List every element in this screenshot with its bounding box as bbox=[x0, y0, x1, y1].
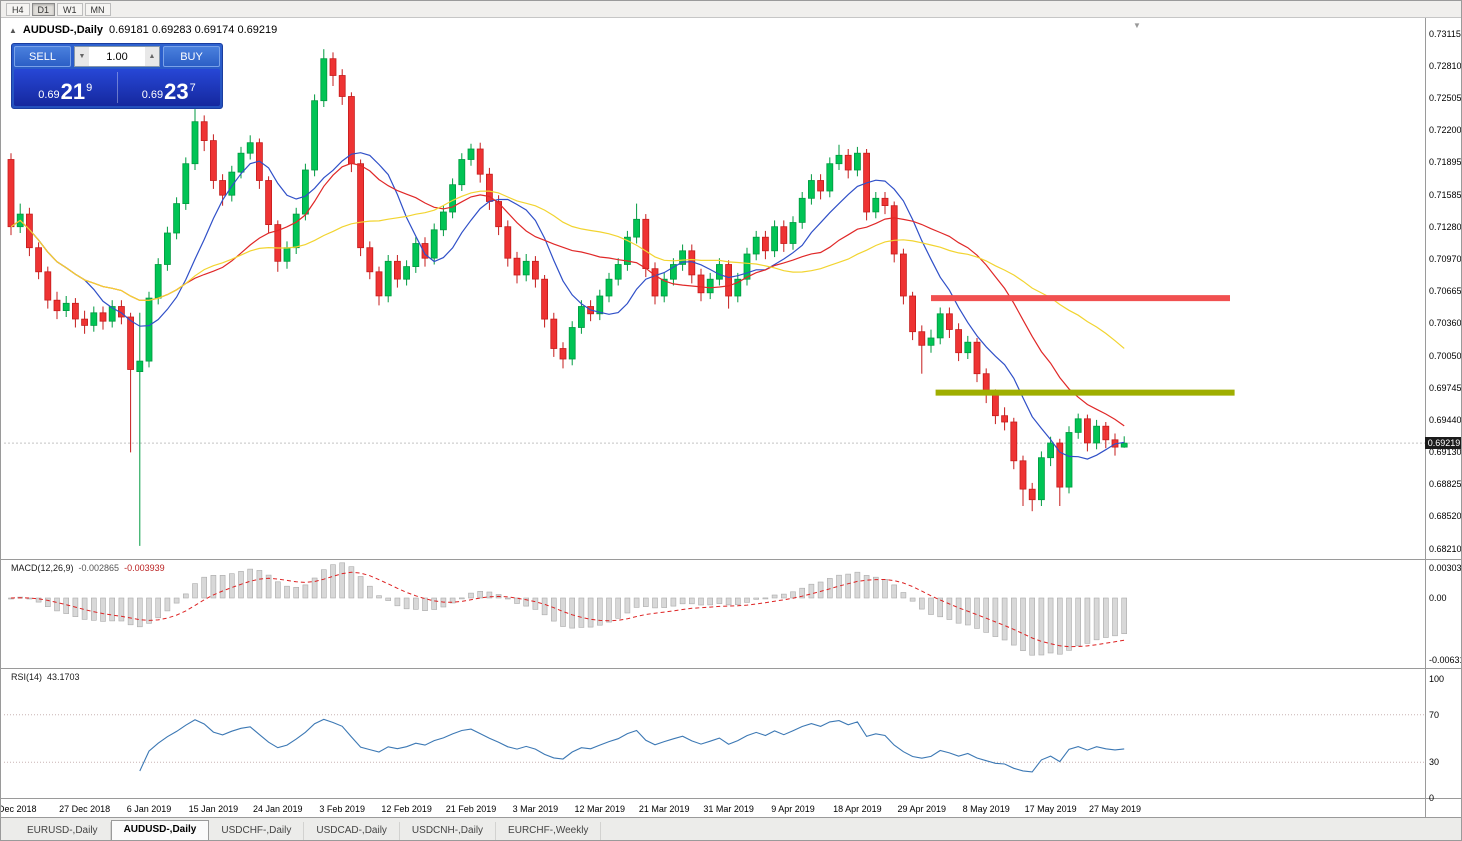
price-axis-label: 0.69130 bbox=[1429, 447, 1462, 458]
date-axis-label: 9 Apr 2019 bbox=[771, 804, 815, 814]
date-axis-label: 21 Mar 2019 bbox=[638, 804, 690, 814]
candles bbox=[7, 49, 1128, 546]
rsi-name: RSI(14) bbox=[11, 672, 43, 682]
timeframe-button-mn[interactable]: MN bbox=[84, 2, 111, 16]
buy-price-pipette: 7 bbox=[189, 82, 196, 94]
buy-button[interactable]: BUY bbox=[163, 46, 220, 67]
chart-tab-bar: EURUSD-,Daily AUDUSD-,Daily USDCHF-,Daily U… bbox=[1, 817, 1461, 840]
macd-main-value: -0.002865 bbox=[78, 563, 120, 573]
chart-tab-usdcad[interactable]: USDCAD-,Daily bbox=[304, 822, 400, 840]
chart-tab-usdcnh[interactable]: USDCNH-,Daily bbox=[400, 822, 497, 840]
buy-price-prefix: 0.69 bbox=[141, 89, 164, 101]
buy-price-big: 23 bbox=[164, 79, 189, 104]
one-click-trading-panel: SELL ▼ 1.00 ▲ BUY 0.69 21 9 0.69 23 7 bbox=[11, 43, 223, 109]
macd-name: MACD(12,26,9) bbox=[11, 563, 74, 573]
date-axis-label: 15 Jan 2019 bbox=[188, 804, 239, 814]
price-axis-label: 0.68825 bbox=[1429, 479, 1462, 490]
date-axis-label: 6 Jan 2019 bbox=[126, 804, 172, 814]
rsi-axis-label: 0 bbox=[1429, 793, 1435, 803]
date-axis-label: 29 Apr 2019 bbox=[897, 804, 947, 814]
volume-value[interactable]: 1.00 bbox=[106, 50, 128, 63]
price-axis-label: 0.72200 bbox=[1429, 125, 1462, 136]
volume-decrease-icon[interactable]: ▼ bbox=[75, 47, 89, 66]
rsi-axis-label: 100 bbox=[1429, 674, 1445, 684]
date-axis-label: 27 Dec 2018 bbox=[59, 804, 111, 814]
sell-button[interactable]: SELL bbox=[14, 46, 71, 67]
price-axis-label: 0.69745 bbox=[1429, 382, 1462, 393]
buy-price[interactable]: 0.69 23 7 bbox=[118, 69, 221, 106]
date-axis-label: 27 May 2019 bbox=[1088, 804, 1142, 814]
sell-price-prefix: 0.69 bbox=[38, 89, 60, 101]
price-axis-label: 0.71280 bbox=[1429, 221, 1462, 232]
rsi-line bbox=[139, 718, 1125, 773]
macd-label: MACD(12,26,9) -0.002865 -0.003939 bbox=[11, 563, 165, 573]
date-axis-label: 17 May 2019 bbox=[1024, 804, 1077, 814]
price-axis-label: 0.70665 bbox=[1429, 286, 1462, 297]
sell-price-pipette: 9 bbox=[86, 82, 93, 94]
price-axis-label: 0.71585 bbox=[1429, 189, 1462, 200]
rsi-label: RSI(14) 43.1703 bbox=[11, 672, 80, 682]
ma-medium-line bbox=[10, 162, 1125, 427]
timeframe-toolbar: H4 D1 W1 MN bbox=[1, 1, 1461, 18]
timeframe-button-d1[interactable]: D1 bbox=[31, 2, 56, 16]
chart-title: ▲ AUDUSD-,Daily 0.69181 0.69283 0.69174 … bbox=[9, 24, 277, 36]
rsi-axis-label: 70 bbox=[1429, 709, 1440, 720]
rsi-axis-label: 30 bbox=[1429, 757, 1440, 768]
date-axis-label: 31 Mar 2019 bbox=[703, 804, 754, 814]
price-axis-label: 0.70050 bbox=[1429, 350, 1462, 361]
chart-shift-marker-icon[interactable]: ▼ bbox=[1133, 21, 1141, 30]
date-axis-label: 18 Dec 2018 bbox=[1, 804, 37, 814]
ohlc-values: 0.69181 0.69283 0.69174 0.69219 bbox=[109, 24, 278, 36]
ma-fast-line bbox=[10, 152, 1125, 460]
date-axis-label: 8 May 2019 bbox=[962, 804, 1010, 814]
macd-axis-label: 0.00 bbox=[1429, 593, 1447, 603]
date-axis-label: 3 Mar 2019 bbox=[512, 804, 559, 814]
price-axis-label: 0.70970 bbox=[1429, 254, 1462, 265]
macd-axis-label: 0.003035 bbox=[1429, 563, 1462, 573]
macd-signal-line bbox=[10, 571, 1125, 648]
chart-tab-usdchf[interactable]: USDCHF-,Daily bbox=[209, 822, 305, 840]
chart-tab-eurusd[interactable]: EURUSD-,Daily bbox=[15, 822, 111, 840]
chart-tab-eurchf[interactable]: EURCHF-,Weekly bbox=[496, 822, 602, 840]
price-axis[interactable]: 0.73115 0.72810 0.72505 0.72200 0.71895 0.715… bbox=[1426, 18, 1462, 817]
macd-signal-value: -0.003939 bbox=[124, 563, 165, 573]
price-axis-label: 0.73115 bbox=[1429, 29, 1461, 39]
sell-price[interactable]: 0.69 21 9 bbox=[14, 69, 117, 106]
timeframe-button-h4[interactable]: H4 bbox=[6, 2, 30, 16]
symbol-label: AUDUSD-,Daily bbox=[22, 24, 103, 36]
one-click-collapse-icon[interactable]: ▲ bbox=[9, 25, 17, 35]
ma-slow-line bbox=[10, 190, 1125, 349]
timeframe-button-w1[interactable]: W1 bbox=[57, 2, 83, 16]
price-axis-label: 0.72810 bbox=[1429, 61, 1462, 72]
price-divider bbox=[116, 72, 118, 103]
date-axis-label: 3 Feb 2019 bbox=[319, 804, 365, 814]
date-axis[interactable]: 18 Dec 2018 27 Dec 2018 6 Jan 2019 15 Jan 2… bbox=[1, 800, 1425, 818]
price-axis-label: 0.72505 bbox=[1429, 93, 1462, 104]
rsi-value: 43.1703 bbox=[47, 672, 80, 682]
date-axis-label: 18 Apr 2019 bbox=[833, 804, 882, 814]
volume-stepper[interactable]: ▼ 1.00 ▲ bbox=[74, 46, 160, 67]
date-axis-label: 24 Jan 2019 bbox=[253, 804, 303, 814]
price-axis-label: 0.70360 bbox=[1429, 318, 1462, 329]
date-axis-label: 12 Feb 2019 bbox=[381, 804, 432, 814]
current-price-tag: 0.69219 bbox=[1425, 437, 1461, 450]
chart-tab-audusd[interactable]: AUDUSD-,Daily bbox=[110, 820, 210, 840]
price-axis-label: 0.71895 bbox=[1429, 157, 1462, 168]
price-axis-label: 0.68520 bbox=[1429, 511, 1462, 522]
price-axis-label: 0.69440 bbox=[1429, 414, 1462, 425]
date-axis-label: 12 Mar 2019 bbox=[574, 804, 626, 814]
volume-increase-icon[interactable]: ▲ bbox=[145, 47, 159, 66]
date-axis-label: 21 Feb 2019 bbox=[445, 804, 497, 814]
macd-histogram bbox=[8, 562, 1127, 656]
sell-price-big: 21 bbox=[60, 79, 86, 104]
price-axis-label: 0.68210 bbox=[1429, 544, 1462, 554]
